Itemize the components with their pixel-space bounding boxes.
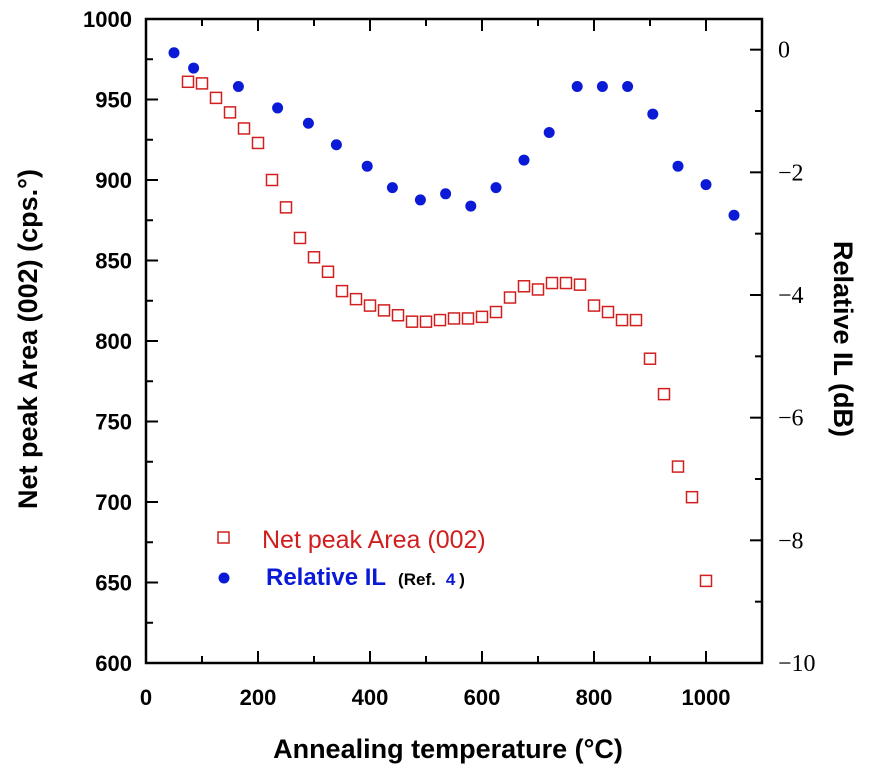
net-peak-point bbox=[293, 231, 307, 245]
relative-il-point bbox=[647, 108, 659, 120]
tick-labels: 0 200 400 600 800 1000 600 650 700 750 800 850 900 95… bbox=[83, 7, 816, 710]
plot-axes bbox=[144, 17, 764, 665]
net-peak-point bbox=[643, 352, 657, 365]
net-peak-point bbox=[657, 387, 671, 401]
legend: Net peak Area (002) Relative IL (Ref. 4 … bbox=[217, 526, 486, 591]
legend-net-marker bbox=[217, 531, 230, 544]
y-left-tick-label: 950 bbox=[95, 88, 132, 113]
net-peak-point bbox=[475, 310, 489, 324]
y-right-tick-label: −10 bbox=[778, 651, 816, 677]
relative-il-point bbox=[571, 80, 583, 92]
legend-ref-suffix: ) bbox=[459, 570, 465, 589]
x-tick-label: 0 bbox=[140, 685, 152, 710]
relative-il-point bbox=[700, 179, 712, 191]
net-peak-point bbox=[685, 490, 699, 504]
x-tick-label: 600 bbox=[464, 685, 501, 710]
net-peak-point bbox=[265, 173, 279, 187]
net-peak-point bbox=[573, 278, 587, 291]
legend-il-marker bbox=[218, 572, 230, 584]
relative-il-point bbox=[272, 102, 284, 114]
y-left-tick-label: 800 bbox=[95, 329, 132, 354]
relative-il-point bbox=[168, 47, 180, 59]
y-left-tick-label: 1000 bbox=[83, 7, 132, 32]
net-peak-point bbox=[335, 284, 349, 298]
series-relative-il bbox=[168, 47, 740, 221]
net-peak-point bbox=[587, 299, 601, 312]
relative-il-point bbox=[188, 62, 200, 74]
y-left-tick-label: 650 bbox=[95, 571, 132, 596]
legend-net-label: Net peak Area (002) bbox=[262, 526, 486, 554]
relative-il-point bbox=[518, 154, 530, 166]
relative-il-point bbox=[414, 194, 426, 206]
net-peak-point bbox=[209, 91, 223, 105]
legend-ref-number: 4 bbox=[446, 570, 456, 589]
plot-frame bbox=[144, 17, 764, 665]
y-axis-right-label: Relative IL (dB) bbox=[828, 241, 858, 437]
net-peak-point bbox=[391, 308, 405, 322]
net-peak-point bbox=[223, 106, 237, 119]
y-left-tick-label: 600 bbox=[95, 651, 132, 676]
net-peak-point bbox=[489, 305, 503, 319]
x-tick-label: 800 bbox=[576, 685, 613, 710]
net-peak-point bbox=[601, 305, 615, 319]
relative-il-point bbox=[386, 182, 398, 194]
x-tick-label: 1000 bbox=[682, 685, 731, 710]
net-peak-point bbox=[419, 315, 433, 328]
net-peak-point bbox=[461, 312, 475, 325]
y-right-tick-label: 0 bbox=[778, 38, 790, 64]
y-left-tick-label: 900 bbox=[95, 168, 132, 193]
net-peak-point bbox=[531, 283, 545, 296]
y-right-tick-label: −8 bbox=[778, 528, 804, 554]
relative-il-point bbox=[728, 209, 740, 221]
y-left-tick-label: 750 bbox=[95, 410, 132, 435]
y-axis-left-label: Net peak Area (002) (cps.°) bbox=[13, 169, 43, 509]
series-net-peak-area bbox=[181, 75, 713, 588]
net-peak-point bbox=[405, 315, 419, 328]
relative-il-point bbox=[490, 182, 502, 194]
relative-il-point bbox=[622, 80, 634, 92]
net-peak-point bbox=[307, 251, 321, 264]
net-peak-point bbox=[195, 77, 209, 90]
net-peak-point bbox=[545, 276, 559, 290]
net-peak-point bbox=[699, 574, 713, 588]
x-tick-label: 400 bbox=[352, 685, 389, 710]
net-peak-point bbox=[559, 276, 573, 290]
y-right-tick-label: −6 bbox=[778, 406, 804, 432]
relative-il-point bbox=[543, 126, 555, 138]
y-left-tick-label: 850 bbox=[95, 249, 132, 274]
net-peak-point bbox=[433, 313, 447, 327]
net-peak-point bbox=[279, 201, 293, 214]
net-peak-point bbox=[377, 304, 391, 317]
net-peak-point bbox=[615, 313, 629, 327]
net-peak-point bbox=[629, 313, 643, 327]
net-peak-point bbox=[251, 136, 265, 150]
net-peak-point bbox=[503, 291, 517, 304]
relative-il-point bbox=[465, 200, 477, 212]
y-right-tick-label: −4 bbox=[778, 283, 804, 309]
legend-il-entry: Relative IL (Ref. 4 ) bbox=[266, 564, 465, 591]
net-peak-point bbox=[363, 299, 377, 312]
net-peak-point bbox=[671, 460, 685, 473]
relative-il-point bbox=[440, 188, 452, 200]
y-left-tick-label: 700 bbox=[95, 490, 132, 515]
relative-il-point bbox=[596, 80, 608, 92]
net-peak-point bbox=[321, 265, 335, 279]
legend-il-label: Relative IL bbox=[266, 564, 386, 591]
net-peak-point bbox=[237, 122, 251, 135]
x-axis-label: Annealing temperature (°C) bbox=[273, 734, 623, 764]
net-peak-point bbox=[447, 312, 461, 325]
net-peak-point bbox=[181, 75, 195, 89]
tick-marks bbox=[145, 18, 763, 664]
y-right-tick-label: −2 bbox=[778, 160, 804, 186]
net-peak-point bbox=[517, 280, 531, 293]
relative-il-point bbox=[672, 160, 684, 172]
relative-il-point bbox=[330, 139, 342, 151]
relative-il-point bbox=[302, 117, 314, 129]
relative-il-point bbox=[361, 160, 373, 172]
x-tick-label: 200 bbox=[240, 685, 277, 710]
relative-il-point bbox=[232, 80, 244, 92]
net-peak-point bbox=[349, 292, 363, 306]
legend-ref-prefix: (Ref. bbox=[398, 570, 436, 589]
